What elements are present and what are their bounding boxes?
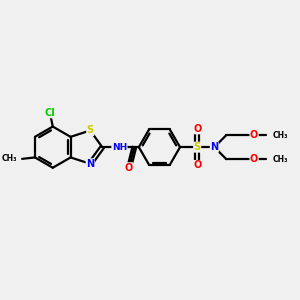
Text: CH₃: CH₃ — [272, 130, 288, 140]
Text: O: O — [250, 154, 258, 164]
Text: O: O — [193, 124, 201, 134]
Text: Cl: Cl — [44, 108, 55, 118]
Text: NH: NH — [112, 142, 127, 152]
Text: S: S — [87, 125, 94, 136]
Text: CH₃: CH₃ — [272, 154, 288, 164]
Text: O: O — [125, 163, 133, 173]
Text: N: N — [86, 159, 94, 169]
Text: S: S — [194, 142, 201, 152]
Text: O: O — [250, 130, 258, 140]
Text: CH₃: CH₃ — [2, 154, 17, 164]
Text: N: N — [210, 142, 218, 152]
Text: O: O — [193, 160, 201, 170]
